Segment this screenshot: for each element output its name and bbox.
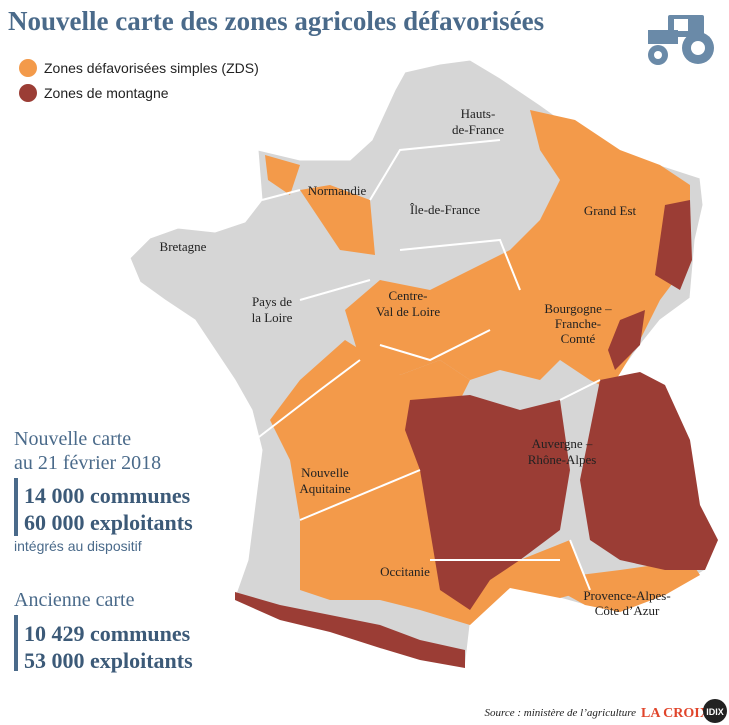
tractor-icon	[648, 15, 714, 65]
logo: LA CROIX	[641, 706, 710, 721]
source: Source : ministère de l’agriculture	[484, 707, 636, 719]
region-label: Bourgogne – Franche-Comté	[544, 301, 612, 346]
legend-label: Zones de montagne	[44, 85, 169, 101]
region-label: Auvergne – Rhône-Alpes	[528, 436, 597, 467]
note: intégrés au dispositif	[14, 538, 142, 554]
legend-swatch	[19, 59, 37, 77]
region-label: Grand Est	[584, 203, 637, 218]
new-map-heading: Nouvelle carte au 21 février 2018	[14, 428, 161, 474]
figure: 60 000 exploitants	[24, 510, 193, 535]
region-label: Île-de-France	[410, 202, 480, 217]
legend-swatch	[19, 84, 37, 102]
figure: 14 000 communes	[24, 483, 191, 508]
old-map-heading: Ancienne carte	[14, 589, 135, 611]
region-labels: Hauts-de-France Normandie Île-de-France …	[160, 106, 671, 618]
region-label: Provence-Alpes-Côte d’Azur	[583, 588, 670, 618]
accent-bar	[14, 615, 18, 671]
region-label: Pays de la Loire	[252, 294, 293, 325]
logo-badge	[703, 699, 727, 723]
region-label: Normandie	[308, 183, 367, 198]
accent-bar	[14, 478, 18, 536]
region-label: Bretagne	[160, 239, 207, 254]
region-label: Centre-Val de Loire	[376, 288, 440, 319]
legend-label: Zones défavorisées simples (ZDS)	[44, 60, 259, 76]
france-map	[129, 59, 719, 669]
figure: 10 429 communes	[24, 621, 191, 646]
figures-panel: Nouvelle carte au 21 février 2018 14 000 …	[14, 428, 193, 673]
region-label: Occitanie	[380, 564, 430, 579]
logo: IDIX	[706, 707, 724, 717]
region-label: Hauts-de-France	[452, 106, 504, 137]
title: Nouvelle carte des zones agricoles défav…	[8, 6, 544, 36]
figure: 53 000 exploitants	[24, 648, 193, 673]
region-label: Nouvelle Aquitaine	[299, 465, 350, 496]
